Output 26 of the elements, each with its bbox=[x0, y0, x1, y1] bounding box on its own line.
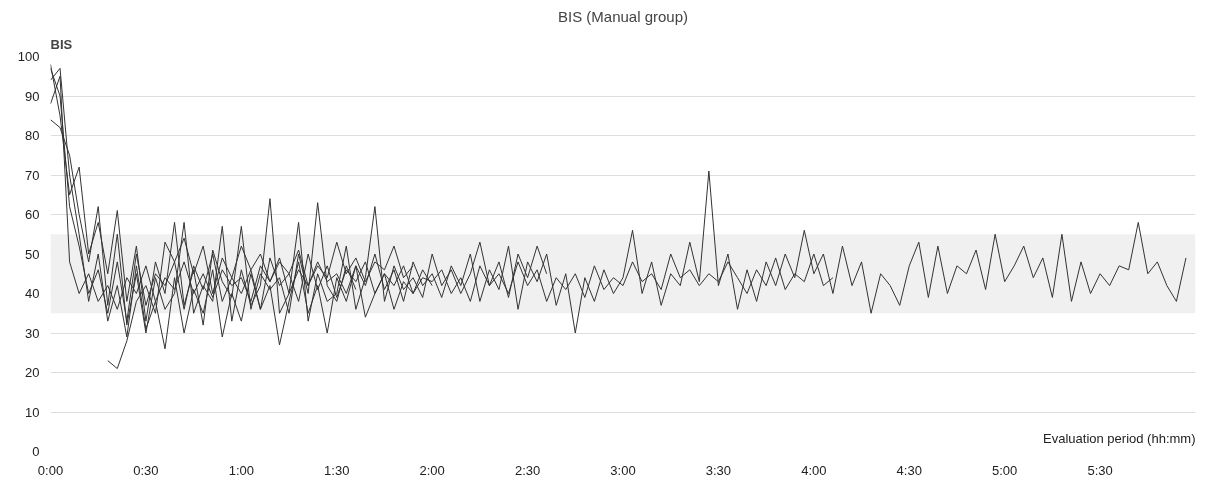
x-tick-label: 1:30 bbox=[324, 462, 350, 478]
x-tick-label: 1:00 bbox=[228, 462, 254, 478]
x-tick-label: 2:00 bbox=[419, 462, 445, 478]
y-tick-label: 0 bbox=[32, 444, 40, 459]
x-tick-label: 3:00 bbox=[610, 462, 636, 478]
y-tick-label: 70 bbox=[25, 167, 40, 183]
x-tick-label: 0:00 bbox=[37, 462, 64, 478]
y-tick-label: 30 bbox=[25, 325, 40, 341]
y-tick-label: 40 bbox=[25, 286, 40, 301]
y-axis-title: BIS bbox=[50, 36, 73, 52]
x-tick-label: 4:00 bbox=[801, 462, 827, 478]
x-tick-label: 0:30 bbox=[133, 462, 159, 478]
x-tick-label: 2:30 bbox=[514, 462, 541, 478]
y-tick-label: 90 bbox=[25, 88, 40, 104]
chart-title: BIS (Manual group) bbox=[557, 7, 689, 25]
y-tick-label: 20 bbox=[25, 365, 40, 380]
y-tick-label: 80 bbox=[25, 128, 40, 143]
x-tick-label: 5:30 bbox=[1087, 462, 1113, 478]
y-tick-label: 100 bbox=[17, 49, 40, 64]
x-tick-label: 3:30 bbox=[705, 462, 732, 478]
y-tick-label: 50 bbox=[25, 246, 40, 262]
y-tick-label: 10 bbox=[25, 404, 40, 420]
x-tick-label: 4:30 bbox=[896, 462, 922, 478]
x-tick-label: 5:00 bbox=[992, 462, 1018, 478]
y-tick-label: 60 bbox=[25, 207, 40, 222]
x-axis-title: Evaluation period (hh:mm) bbox=[1043, 430, 1196, 446]
